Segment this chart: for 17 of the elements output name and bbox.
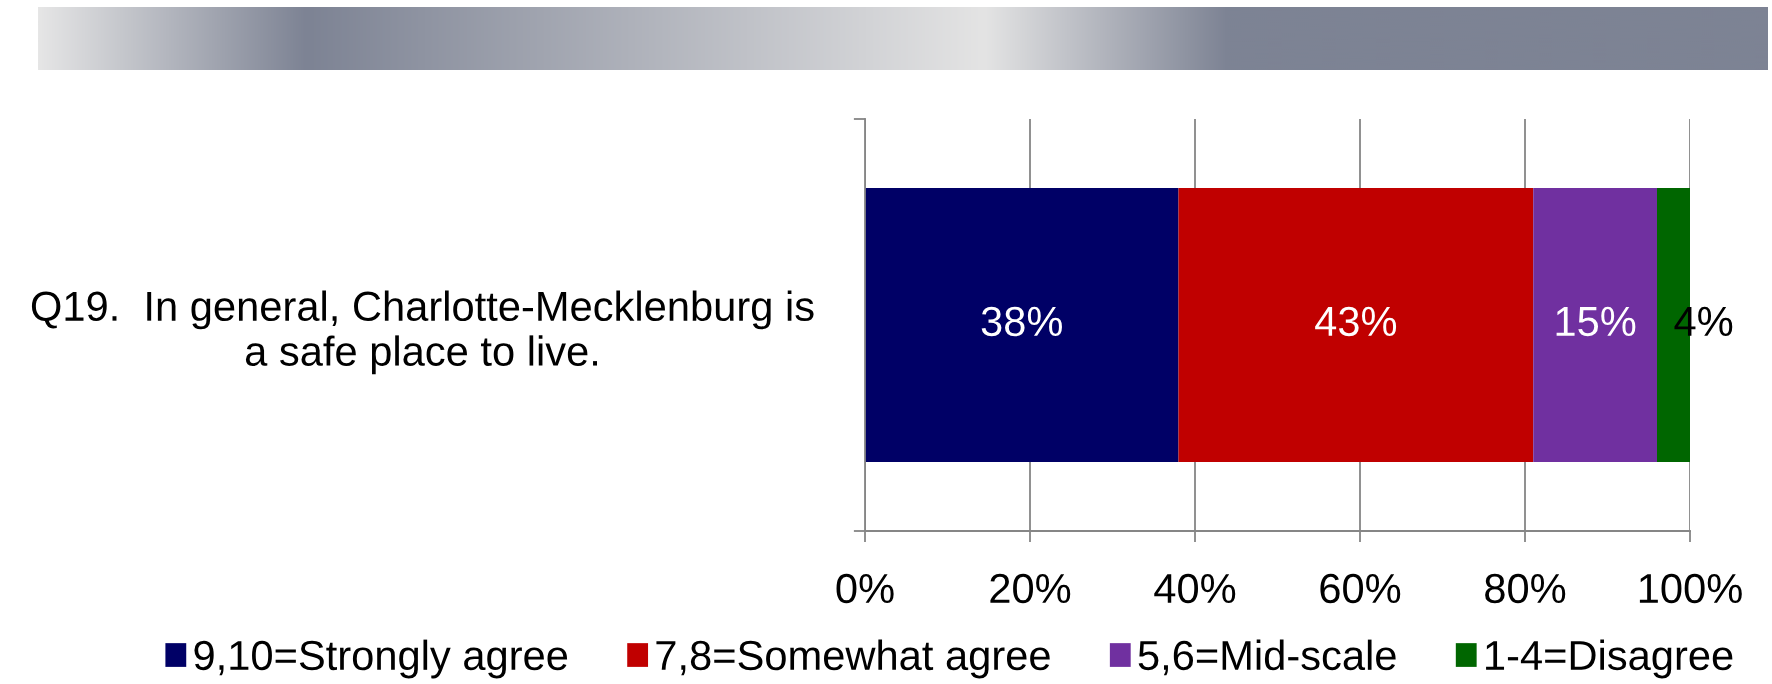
legend-label: 9,10=Strongly agree: [194, 639, 568, 679]
x-tick-label: 100%: [1639, 573, 1742, 604]
x-tick-label: 80%: [1485, 573, 1566, 604]
bar: [1178, 188, 1534, 462]
y-tick-label: Q19. In general, Charlotte-Mecklenburg is a safe place to live.: [31, 290, 814, 375]
bar: [1533, 188, 1657, 462]
legend-label: 5,6=Mid-scale: [1138, 639, 1396, 676]
data-label: 38%: [981, 306, 1062, 337]
x-tick-label: 40%: [1154, 573, 1236, 604]
legend-label: 1-4=Disagree: [1486, 639, 1733, 679]
x-tick-label: 0%: [836, 573, 894, 604]
bar: [865, 188, 1179, 462]
x-tick-label: 20%: [990, 573, 1071, 604]
x-tick-label: 60%: [1320, 573, 1401, 604]
legend-label: 7,8=Somewhat agree: [656, 639, 1050, 679]
data-label: 15%: [1556, 306, 1636, 337]
data-label: 43%: [1315, 306, 1397, 337]
